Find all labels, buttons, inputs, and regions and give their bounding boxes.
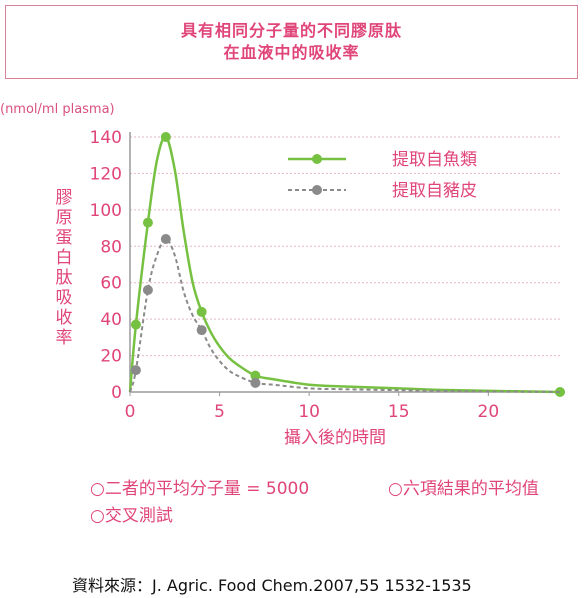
notes-left: ○二者的平均分子量 = 5000 ○交叉測試 — [90, 476, 309, 530]
series-1-point-0 — [130, 365, 141, 376]
series-0-point-1 — [142, 217, 153, 228]
legend-label-0: 提取自魚類 — [392, 150, 477, 170]
legend-marker-0 — [312, 154, 322, 164]
x-tick-label-20: 20 — [478, 402, 500, 422]
series-1-point-3 — [196, 325, 207, 336]
note-average-of-six: ○六項結果的平均值 — [388, 479, 539, 499]
legend-marker-1 — [312, 185, 322, 195]
series-line-0 — [128, 135, 561, 394]
series-0-point-4 — [250, 370, 261, 381]
y-tick-label-140: 140 — [90, 128, 122, 148]
series-0-point-2 — [160, 132, 171, 142]
chart-title-line-1: 具有相同分子量的不同膠原肽 — [180, 21, 402, 40]
series-line-1 — [129, 237, 561, 393]
note-molecular-weight: ○二者的平均分子量 = 5000 — [90, 479, 310, 499]
y-tick-label-40: 40 — [100, 310, 122, 330]
series-1-point-4 — [250, 377, 261, 388]
x-tick-label-0: 0 — [125, 402, 136, 422]
chart-title-line-2: 在血液中的吸收率 — [223, 43, 360, 62]
x-axis-label: 攝入後的時間 — [284, 428, 386, 448]
y-tick-label-0: 0 — [111, 383, 122, 403]
y-tick-label-60: 60 — [100, 274, 122, 294]
y-tick-label-20: 20 — [100, 347, 122, 367]
x-tick-label-15: 15 — [388, 402, 410, 422]
title-box: 具有相同分子量的不同膠原肽 在血液中的吸收率 — [5, 5, 578, 79]
source-citation: 資料來源：J. Agric. Food Chem.2007,55 1532-15… — [72, 576, 472, 595]
series-1-point-1 — [142, 285, 153, 295]
y-axis-label: 膠原蛋白肽吸收率 — [55, 188, 73, 348]
series-0-point-3 — [196, 306, 207, 317]
y-tick-label-120: 120 — [90, 164, 122, 184]
series-1-point-2 — [160, 234, 171, 244]
y-axis-unit: (nmol/ml plasma) — [0, 102, 115, 117]
note-crossover-test: ○交叉測試 — [90, 506, 173, 526]
series-0-point-5 — [555, 387, 565, 397]
x-tick-label-5: 5 — [214, 402, 225, 422]
y-tick-label-100: 100 — [90, 201, 122, 221]
legend-label-1: 提取自豬皮 — [392, 181, 477, 201]
y-tick-label-80: 80 — [100, 237, 122, 257]
series-0-point-0 — [130, 319, 141, 330]
x-tick-label-10: 10 — [298, 402, 320, 422]
